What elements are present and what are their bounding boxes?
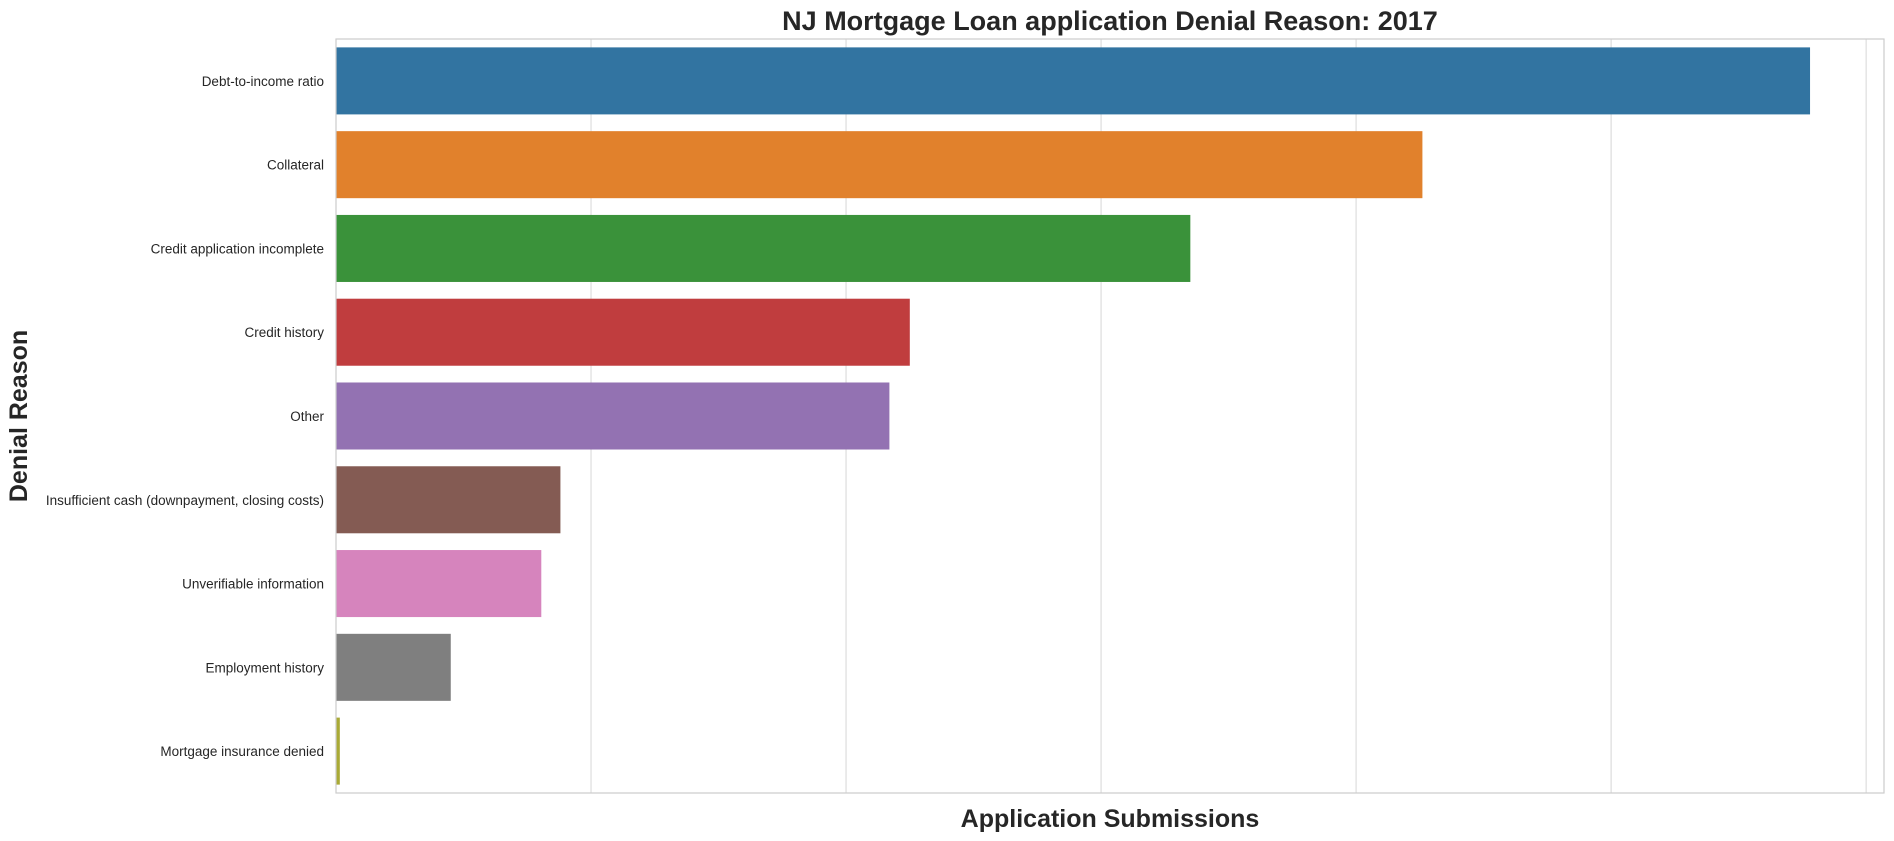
x-axis-label: Application Submissions: [961, 805, 1260, 833]
y-tick-label: Other: [290, 409, 324, 424]
y-tick-label: Debt-to-income ratio: [202, 74, 324, 89]
y-axis-label: Denial Reason: [5, 330, 33, 502]
bar-mortgage-insurance-denied: [336, 717, 340, 785]
bar-debt-to-income-ratio: [336, 47, 1811, 115]
bar-credit-application-incomplete: [336, 214, 1191, 282]
bar-collateral: [336, 131, 1423, 199]
bar-employment-history: [336, 633, 451, 701]
y-tick-label: Credit application incomplete: [151, 241, 324, 256]
y-tick-label: Insufficient cash (downpayment, closing …: [46, 493, 324, 508]
y-tick-label: Employment history: [205, 660, 324, 675]
y-tick-label: Credit history: [244, 325, 324, 340]
y-tick-labels: Debt-to-income ratio Collateral Credit app…: [46, 74, 325, 759]
y-tick-label: Collateral: [267, 158, 324, 173]
bar-unverifiable-information: [336, 550, 542, 618]
chart-title: NJ Mortgage Loan application Denial Reas…: [782, 6, 1438, 36]
bar-insufficient-cash-downpayment-closing-costs: [336, 466, 561, 534]
plot-frame: [335, 38, 1885, 794]
y-tick-label: Mortgage insurance denied: [160, 744, 324, 759]
bars: [336, 47, 1811, 785]
y-tick-label: Unverifiable information: [182, 577, 324, 592]
bar-credit-history: [336, 298, 910, 366]
bar-other: [336, 382, 890, 450]
